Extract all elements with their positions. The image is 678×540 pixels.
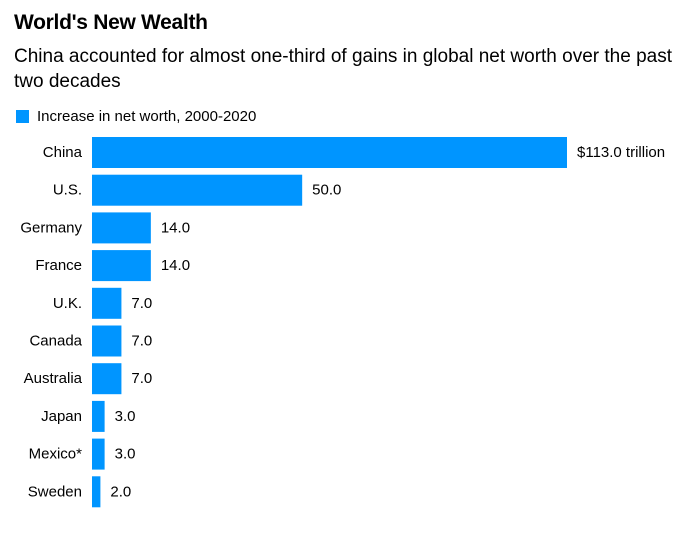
value-label: 14.0: [161, 257, 190, 274]
bar: [92, 400, 105, 432]
value-label: 2.0: [110, 483, 131, 500]
chart-subtitle: China accounted for almost one-third of …: [14, 46, 672, 92]
bar: [92, 476, 101, 508]
category-label: France: [35, 257, 82, 274]
bar: [92, 174, 303, 206]
bar: [92, 363, 122, 395]
legend: Increase in net worth, 2000-2020: [16, 106, 256, 126]
value-label: 14.0: [161, 219, 190, 236]
bar: [92, 250, 151, 282]
value-label: 7.0: [131, 333, 152, 350]
bar: [92, 137, 567, 168]
bar: [92, 325, 122, 357]
category-label: U.K.: [53, 295, 82, 312]
bar: [92, 287, 122, 319]
chart-title: World's New Wealth: [14, 11, 208, 34]
category-label: Sweden: [28, 483, 82, 500]
value-label: 3.0: [115, 408, 136, 425]
bar: [92, 438, 105, 470]
value-label: 7.0: [131, 295, 152, 312]
value-label: 3.0: [115, 446, 136, 463]
legend-swatch: [16, 109, 29, 123]
category-label: China: [43, 144, 83, 161]
category-label: Germany: [20, 219, 82, 236]
category-label: Australia: [24, 370, 83, 387]
legend-label: Increase in net worth, 2000-2020: [37, 107, 257, 125]
value-label: $113.0 trillion: [577, 144, 665, 161]
category-label: Canada: [29, 333, 82, 350]
bar: [92, 212, 151, 244]
value-label: 7.0: [131, 370, 152, 387]
category-label: U.S.: [53, 182, 82, 199]
category-label: Mexico*: [29, 446, 83, 463]
category-label: Japan: [41, 408, 82, 425]
value-label: 50.0: [312, 182, 341, 199]
